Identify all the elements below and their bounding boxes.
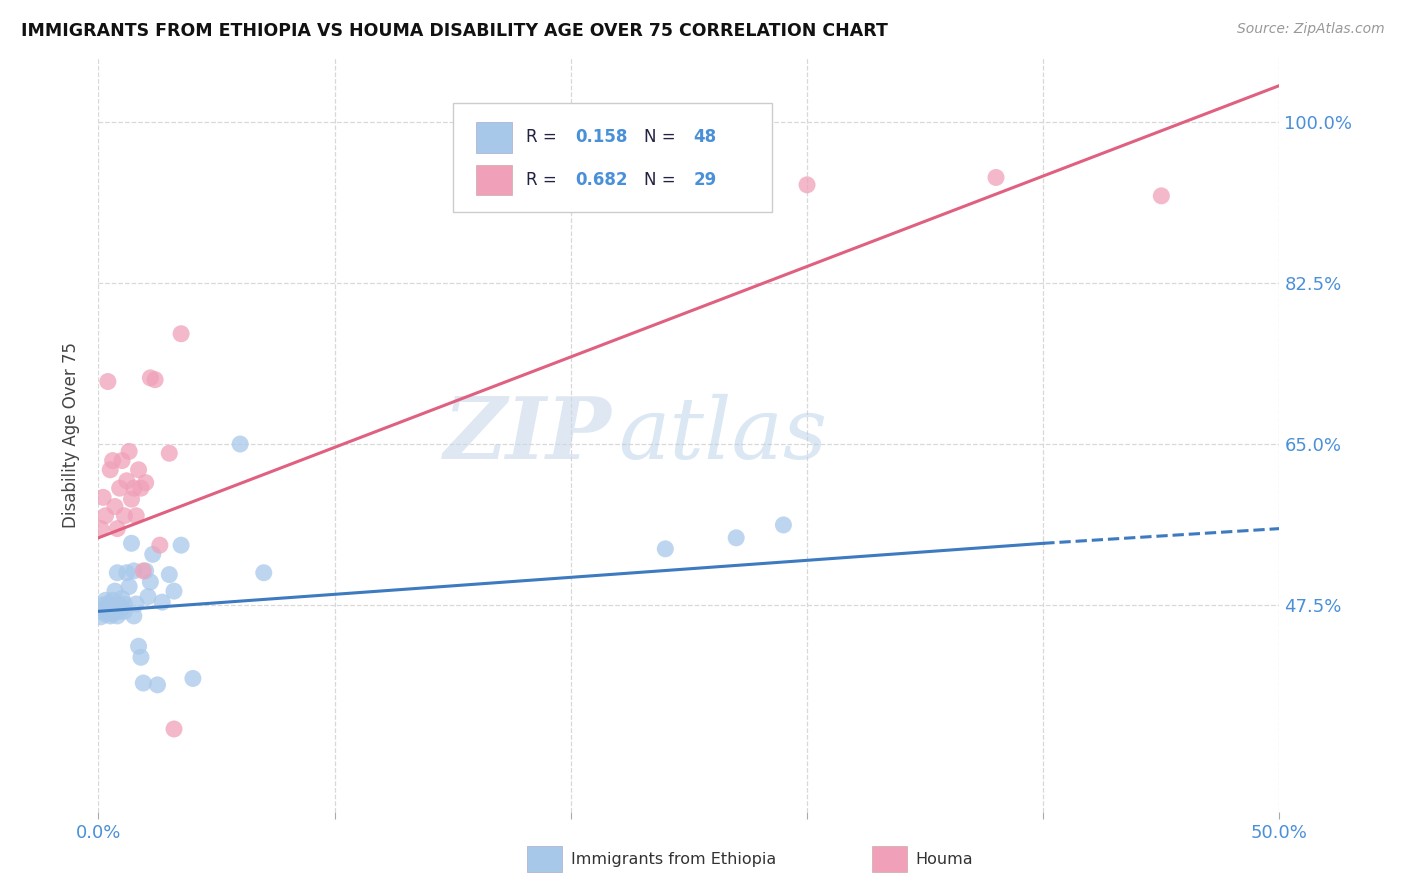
- Text: 29: 29: [693, 171, 717, 189]
- Point: [94, 508, 117, 523]
- FancyBboxPatch shape: [477, 122, 512, 153]
- Point: [97, 602, 120, 616]
- Text: Immigrants from Ethiopia: Immigrants from Ethiopia: [571, 853, 776, 867]
- Point: [150, 595, 173, 609]
- Point: [149, 538, 172, 552]
- Point: [90, 610, 112, 624]
- FancyBboxPatch shape: [477, 165, 512, 195]
- Point: [157, 446, 180, 460]
- Point: [1150, 189, 1173, 203]
- Point: [91, 491, 114, 505]
- Point: [112, 597, 135, 611]
- Text: ZIP: ZIP: [444, 393, 612, 476]
- Point: [101, 593, 124, 607]
- Point: [115, 474, 138, 488]
- Text: atlas: atlas: [619, 393, 827, 476]
- Point: [163, 584, 186, 599]
- Text: IMMIGRANTS FROM ETHIOPIA VS HOUMA DISABILITY AGE OVER 75 CORRELATION CHART: IMMIGRANTS FROM ETHIOPIA VS HOUMA DISABI…: [21, 22, 889, 40]
- Point: [129, 481, 152, 495]
- Point: [104, 500, 127, 514]
- Point: [163, 722, 186, 736]
- Point: [143, 373, 166, 387]
- Point: [111, 591, 134, 606]
- Point: [170, 538, 193, 552]
- Point: [104, 604, 127, 618]
- Point: [112, 508, 135, 523]
- Text: 48: 48: [693, 128, 717, 146]
- Point: [115, 566, 138, 580]
- Point: [984, 170, 1007, 185]
- Text: R =: R =: [526, 128, 562, 146]
- Point: [108, 598, 131, 612]
- Point: [94, 607, 117, 621]
- Point: [229, 437, 252, 451]
- Point: [105, 609, 128, 624]
- Point: [157, 567, 180, 582]
- Point: [101, 453, 124, 467]
- Point: [142, 547, 165, 561]
- Point: [122, 564, 145, 578]
- Point: [101, 600, 124, 615]
- Point: [121, 536, 143, 550]
- Point: [796, 178, 818, 192]
- Text: N =: N =: [644, 171, 681, 189]
- Text: R =: R =: [526, 171, 562, 189]
- Point: [132, 564, 155, 578]
- Point: [146, 678, 169, 692]
- Y-axis label: Disability Age Over 75: Disability Age Over 75: [62, 342, 80, 528]
- Point: [91, 598, 114, 612]
- Point: [139, 574, 162, 589]
- Point: [128, 640, 150, 654]
- Point: [98, 609, 121, 624]
- Point: [725, 531, 748, 545]
- Point: [108, 604, 131, 618]
- Point: [105, 566, 128, 580]
- Point: [98, 598, 121, 612]
- Point: [125, 508, 148, 523]
- Point: [101, 607, 124, 621]
- Point: [105, 522, 128, 536]
- Point: [135, 564, 157, 578]
- Point: [94, 593, 117, 607]
- Point: [654, 541, 676, 556]
- Point: [139, 371, 162, 385]
- Point: [181, 672, 204, 686]
- Point: [122, 481, 145, 495]
- Point: [122, 609, 145, 624]
- Point: [111, 453, 134, 467]
- Point: [91, 604, 114, 618]
- Text: N =: N =: [644, 128, 681, 146]
- Point: [128, 463, 150, 477]
- Point: [97, 597, 120, 611]
- Point: [170, 326, 193, 341]
- Point: [118, 444, 141, 458]
- Point: [118, 580, 141, 594]
- Point: [135, 475, 157, 490]
- Point: [104, 584, 127, 599]
- Point: [108, 481, 131, 495]
- FancyBboxPatch shape: [453, 103, 772, 212]
- Text: 0.682: 0.682: [575, 171, 628, 189]
- Point: [112, 604, 135, 618]
- Point: [136, 590, 159, 604]
- Point: [90, 602, 112, 616]
- Point: [125, 597, 148, 611]
- Point: [111, 600, 134, 615]
- Text: 0.158: 0.158: [575, 128, 628, 146]
- Point: [121, 492, 143, 507]
- Point: [132, 676, 155, 690]
- Point: [253, 566, 276, 580]
- Point: [97, 375, 120, 389]
- Text: Houma: Houma: [915, 853, 973, 867]
- Point: [98, 603, 121, 617]
- Point: [772, 517, 794, 532]
- Point: [90, 522, 112, 536]
- Point: [98, 463, 121, 477]
- Point: [129, 650, 152, 665]
- Text: Source: ZipAtlas.com: Source: ZipAtlas.com: [1237, 22, 1385, 37]
